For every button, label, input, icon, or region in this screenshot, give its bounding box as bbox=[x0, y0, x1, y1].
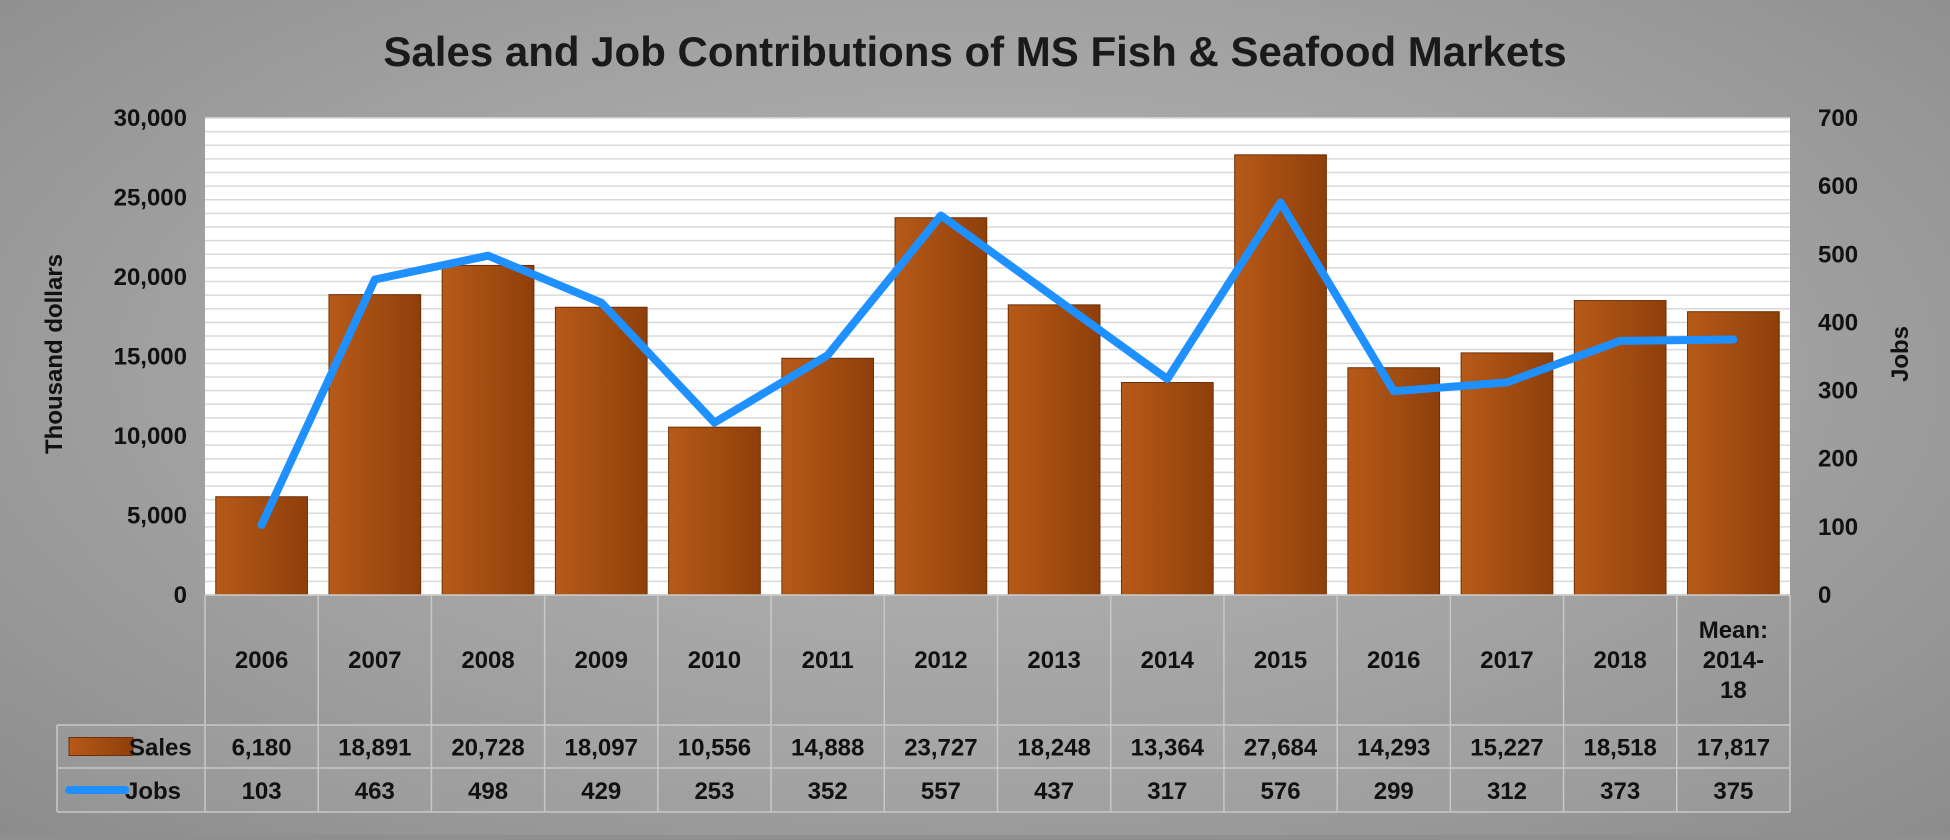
y2-tick-label: 0 bbox=[1818, 582, 1831, 609]
jobs-value-label: 463 bbox=[355, 778, 395, 805]
sales-value-label: 10,556 bbox=[678, 735, 751, 762]
sales-legend-key bbox=[69, 738, 133, 756]
category-label: 2011 bbox=[802, 647, 854, 674]
y-tick-label: 0 bbox=[174, 582, 187, 609]
category-label: Mean: 2014- 18 bbox=[1699, 617, 1768, 704]
sales-value-label: 20,728 bbox=[451, 735, 524, 762]
sales-bar bbox=[895, 218, 987, 595]
sales-value-label: 13,364 bbox=[1131, 735, 1205, 762]
sales-value-label: 15,227 bbox=[1470, 735, 1543, 762]
jobs-value-label: 299 bbox=[1374, 778, 1414, 805]
sales-bar bbox=[1121, 383, 1213, 595]
right-axis: 0 100 200 300 400 500 600 700 bbox=[1818, 105, 1858, 609]
category-label: 2018 bbox=[1593, 647, 1646, 674]
category-label-line: Mean: bbox=[1699, 617, 1768, 644]
y-tick-label: 25,000 bbox=[114, 185, 187, 212]
sales-bar bbox=[1235, 155, 1327, 595]
jobs-value-label: 352 bbox=[808, 778, 848, 805]
sales-bar bbox=[1348, 368, 1440, 595]
category-label-line: 2008 bbox=[461, 647, 514, 674]
sales-value-label: 23,727 bbox=[904, 735, 977, 762]
jobs-value-label: 429 bbox=[581, 778, 621, 805]
sales-bar bbox=[1688, 312, 1780, 595]
sales-bar bbox=[669, 427, 761, 595]
sales-value-label: 14,293 bbox=[1357, 735, 1430, 762]
y-tick-label: 30,000 bbox=[114, 105, 187, 132]
y2-tick-label: 700 bbox=[1818, 105, 1858, 132]
jobs-value-label: 557 bbox=[921, 778, 961, 805]
category-label-line: 2013 bbox=[1027, 647, 1080, 674]
jobs-value-label: 576 bbox=[1261, 778, 1301, 805]
category-label: 2010 bbox=[688, 647, 741, 674]
y2-tick-label: 200 bbox=[1818, 446, 1858, 473]
category-label: 2007 bbox=[348, 647, 401, 674]
sales-value-label: 27,684 bbox=[1244, 735, 1318, 762]
sales-value-label: 14,888 bbox=[791, 735, 864, 762]
left-axis: 0 5,000 10,000 15,000 20,000 25,000 30,000 bbox=[114, 105, 187, 609]
category-label-line: 2009 bbox=[575, 647, 628, 674]
category-label: 2017 bbox=[1480, 647, 1533, 674]
category-label-line: 2007 bbox=[348, 647, 401, 674]
y2-tick-label: 400 bbox=[1818, 309, 1858, 336]
sales-bar bbox=[1008, 305, 1100, 595]
category-label: 2013 bbox=[1027, 647, 1080, 674]
y-tick-label: 20,000 bbox=[114, 264, 187, 291]
category-label-line: 2012 bbox=[914, 647, 967, 674]
y-tick-label: 5,000 bbox=[127, 503, 187, 530]
sales-legend-label: Sales bbox=[129, 735, 192, 762]
category-label-line: 2006 bbox=[235, 647, 288, 674]
sales-value-label: 6,180 bbox=[232, 735, 292, 762]
category-label: 2008 bbox=[461, 647, 514, 674]
data-table: 2006 2007 2008 2009 2010 2011 2012 2013 2014 2015… bbox=[57, 595, 1790, 812]
sales-bar bbox=[216, 497, 308, 595]
chart-title: Sales and Job Contributions of MS Fish &… bbox=[383, 28, 1566, 75]
jobs-legend-label: Jobs bbox=[125, 778, 181, 805]
y-tick-label: 10,000 bbox=[114, 423, 187, 450]
category-label: 2014 bbox=[1141, 647, 1195, 674]
jobs-value-label: 437 bbox=[1034, 778, 1074, 805]
jobs-value-label: 103 bbox=[242, 778, 282, 805]
sales-bar bbox=[782, 358, 874, 595]
sales-bar bbox=[1461, 353, 1553, 595]
jobs-value-label: 317 bbox=[1147, 778, 1187, 805]
y2-tick-label: 100 bbox=[1818, 514, 1858, 541]
jobs-value-label: 375 bbox=[1713, 778, 1753, 805]
jobs-value-label: 373 bbox=[1600, 778, 1640, 805]
category-label-line: 2014 bbox=[1141, 647, 1195, 674]
sales-bar bbox=[442, 265, 534, 595]
sales-value-label: 18,248 bbox=[1017, 735, 1090, 762]
sales-value-label: 17,817 bbox=[1697, 735, 1770, 762]
category-label-line: 2015 bbox=[1254, 647, 1307, 674]
sales-bar bbox=[555, 307, 647, 595]
sales-value-label: 18,518 bbox=[1583, 735, 1656, 762]
jobs-value-label: 253 bbox=[694, 778, 734, 805]
y-axis-label: Thousand dollars bbox=[41, 254, 68, 454]
sales-value-label: 18,097 bbox=[565, 735, 638, 762]
y-tick-label: 15,000 bbox=[114, 344, 187, 371]
category-label-line: 2016 bbox=[1367, 647, 1420, 674]
category-label-line: 2011 bbox=[802, 647, 854, 674]
category-label-line: 2017 bbox=[1480, 647, 1533, 674]
category-label-line: 2018 bbox=[1593, 647, 1646, 674]
category-label: 2015 bbox=[1254, 647, 1307, 674]
category-label-line: 2014- bbox=[1703, 647, 1764, 674]
category-label: 2012 bbox=[914, 647, 967, 674]
category-label-line: 18 bbox=[1720, 677, 1747, 704]
y2-tick-label: 600 bbox=[1818, 173, 1858, 200]
category-label: 2009 bbox=[575, 647, 628, 674]
y2-tick-label: 500 bbox=[1818, 241, 1858, 268]
y2-axis-label: Jobs bbox=[1887, 326, 1914, 382]
y2-tick-label: 300 bbox=[1818, 378, 1858, 405]
category-label: 2016 bbox=[1367, 647, 1420, 674]
category-label: 2006 bbox=[235, 647, 288, 674]
jobs-value-label: 312 bbox=[1487, 778, 1527, 805]
sales-value-label: 18,891 bbox=[338, 735, 411, 762]
jobs-value-label: 498 bbox=[468, 778, 508, 805]
category-label-line: 2010 bbox=[688, 647, 741, 674]
